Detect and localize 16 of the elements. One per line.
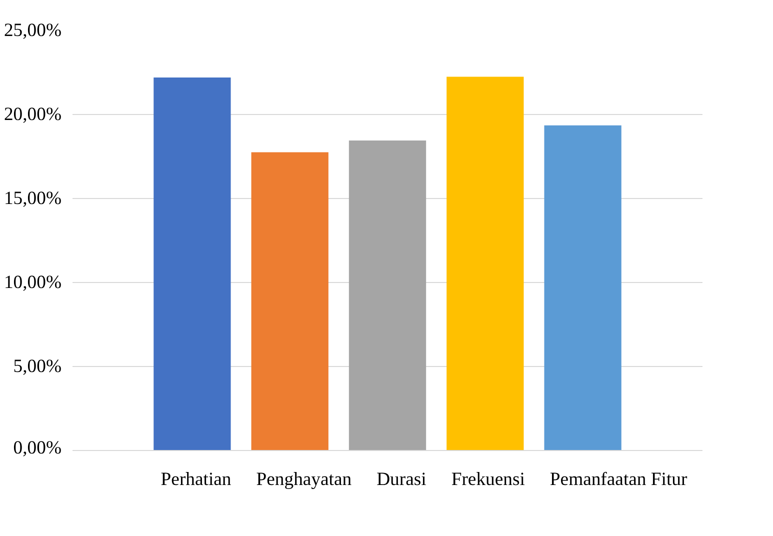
y-tick-label: 10,00% <box>4 272 62 293</box>
bar <box>348 140 426 450</box>
series-label: Frekuensi <box>451 469 525 491</box>
bar <box>446 76 524 450</box>
series-label: Durasi <box>376 469 426 491</box>
y-tick-label: 25,00% <box>4 20 62 41</box>
bar <box>154 78 231 450</box>
y-tick-label: 15,00% <box>4 188 62 209</box>
y-tick-label: 5,00% <box>13 356 62 377</box>
series-label: Pemanfaatan Fitur <box>550 469 688 491</box>
bar <box>251 152 328 450</box>
series-label: Penghayatan <box>256 469 352 491</box>
bar <box>544 125 622 450</box>
series-label: Perhatian <box>160 469 232 491</box>
y-tick-label: 20,00% <box>4 104 62 125</box>
y-tick-label: 0,00% <box>13 438 62 458</box>
